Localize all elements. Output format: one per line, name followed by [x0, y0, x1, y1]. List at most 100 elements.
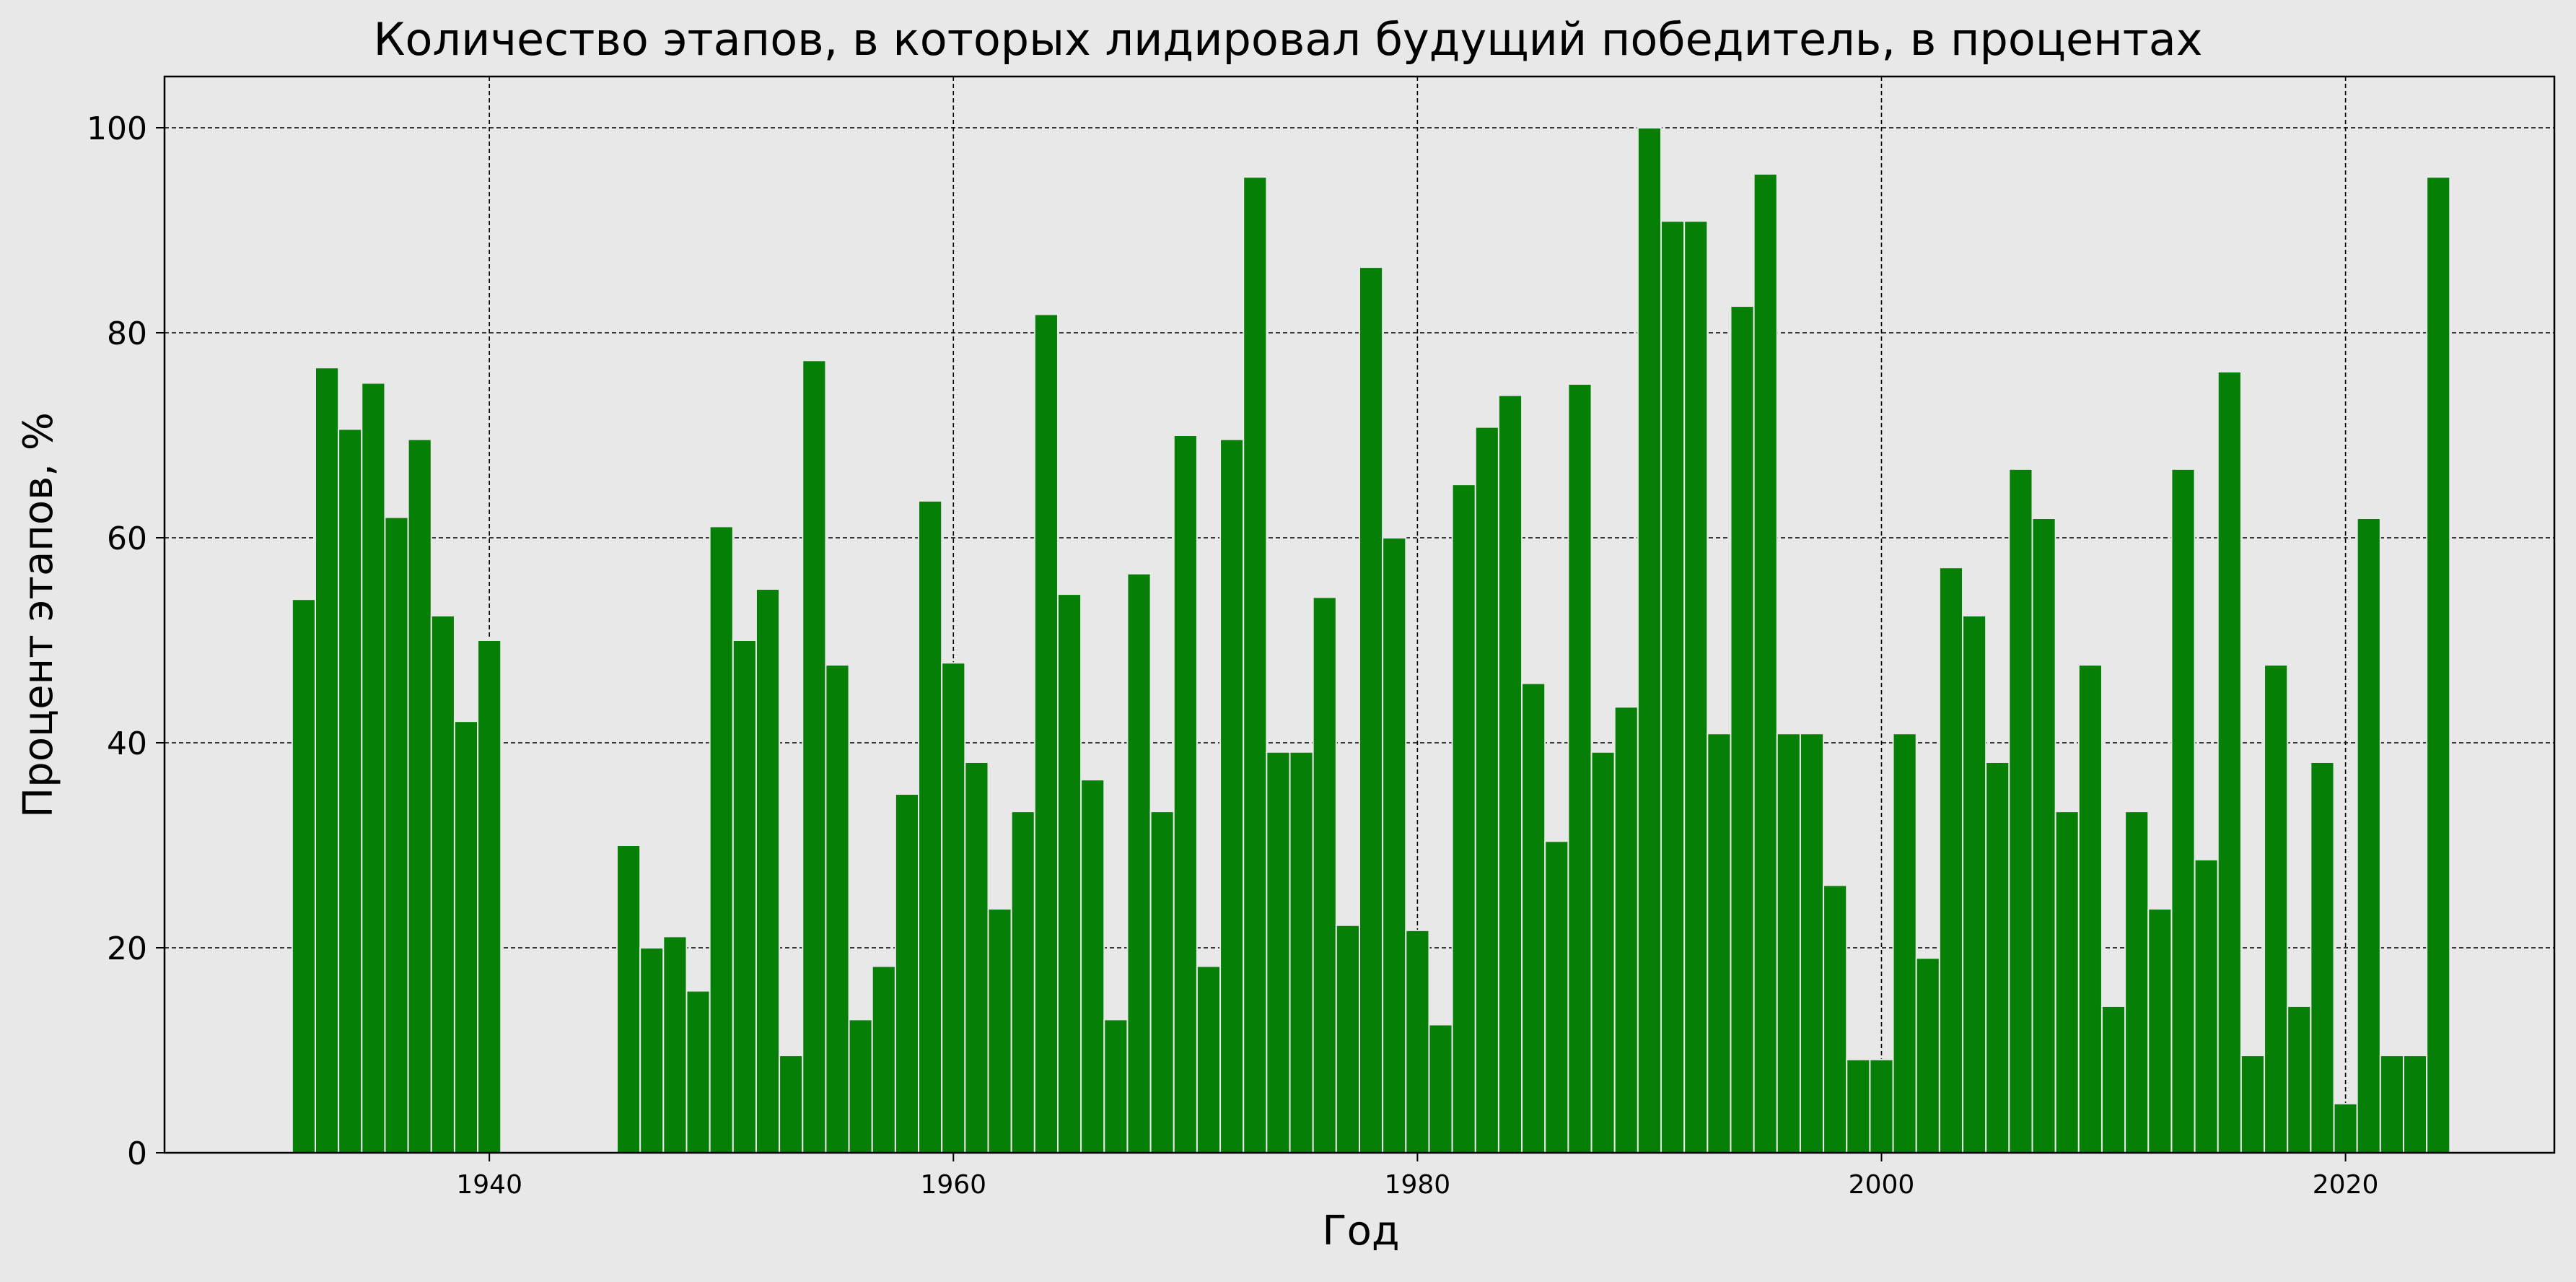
bar: [732, 640, 757, 1154]
bar: [1196, 965, 1222, 1154]
bar: [384, 516, 409, 1154]
bar: [1567, 383, 1593, 1154]
bar: [407, 438, 432, 1154]
x-tick-label: 1940: [456, 1170, 522, 1200]
bar: [1010, 811, 1035, 1154]
bar: [1173, 435, 1198, 1154]
bar: [1823, 884, 1848, 1154]
bar: [2264, 664, 2289, 1154]
bar: [2217, 370, 2242, 1154]
bar: [2100, 1005, 2126, 1154]
y-tick-label: 20: [107, 930, 147, 967]
bar: [1359, 266, 1384, 1154]
x-axis-label: Год: [1322, 1208, 1399, 1255]
bar: [1613, 706, 1639, 1154]
bar: [1149, 811, 1175, 1154]
bar: [2356, 518, 2381, 1154]
bar: [2147, 908, 2173, 1154]
plot-frame: [163, 75, 2556, 1154]
bar: [1428, 1024, 1453, 1154]
chart-title: Количество этапов, в которых лидировал б…: [373, 13, 2202, 66]
x-tick-label: 2020: [2313, 1170, 2379, 1200]
bar: [1474, 426, 1499, 1154]
bar: [1126, 572, 1152, 1154]
bar: [685, 990, 711, 1154]
bar: [1312, 596, 1337, 1154]
bar: [2194, 858, 2219, 1154]
x-tick-label: 1960: [920, 1170, 986, 1200]
bar: [616, 845, 641, 1154]
bar: [2379, 1055, 2404, 1154]
bar: [1683, 220, 1709, 1154]
y-tick-label: 60: [107, 520, 147, 557]
bar: [894, 793, 920, 1154]
bar: [1753, 173, 1778, 1154]
bar: [1938, 567, 1964, 1154]
bar: [1869, 1058, 1894, 1154]
bar: [1056, 593, 1082, 1154]
y-axis-ticks: 0 20 40 60 80 100: [87, 110, 165, 1172]
bar: [1243, 176, 1268, 1154]
bar: [987, 908, 1012, 1154]
bar: [779, 1055, 804, 1154]
x-tick-label: 2000: [1849, 1170, 1915, 1200]
bar: [848, 1019, 873, 1154]
bar: [1451, 484, 1476, 1154]
bar: [1730, 305, 1755, 1154]
bar: [802, 359, 827, 1154]
y-tick-label: 40: [107, 725, 147, 762]
bar: [1590, 751, 1616, 1154]
bar: [1660, 220, 1686, 1154]
bar: [2170, 468, 2196, 1154]
bar: [1962, 614, 1987, 1154]
bar: [1266, 751, 1291, 1154]
bar: [2008, 468, 2033, 1154]
bar: [662, 936, 688, 1154]
bar: [639, 947, 665, 1154]
x-tick-label: 1980: [1385, 1170, 1451, 1200]
bar: [1637, 127, 1662, 1154]
bar: [1289, 751, 1314, 1154]
bar: [2240, 1055, 2266, 1154]
bar: [1103, 1019, 1129, 1154]
bar: [871, 965, 896, 1154]
bar: [1521, 682, 1546, 1154]
bar: [1776, 733, 1801, 1154]
y-tick-label: 100: [87, 110, 147, 147]
bar: [2310, 761, 2335, 1154]
bar: [1382, 537, 1407, 1154]
bar: [430, 614, 455, 1154]
bar: [1219, 438, 1245, 1154]
bar: [2402, 1055, 2428, 1154]
bar: [1033, 313, 1059, 1154]
bar: [2124, 811, 2150, 1154]
bar: [1846, 1058, 1871, 1154]
bar: [1497, 394, 1523, 1154]
bar: [2077, 664, 2103, 1154]
bar: [1892, 733, 1917, 1154]
bar: [2054, 811, 2080, 1154]
y-axis-label: Процент этапов, %: [15, 412, 62, 818]
y-tick-label: 80: [107, 315, 147, 352]
bar: [453, 720, 479, 1154]
bar: [338, 428, 363, 1154]
bar: [1799, 733, 1825, 1154]
bar: [964, 761, 989, 1154]
bar: [477, 640, 502, 1154]
bar: [1707, 733, 1732, 1154]
bar: [918, 500, 943, 1154]
bar: [2426, 176, 2451, 1154]
bar: [2333, 1102, 2358, 1154]
bar: [1915, 957, 1940, 1154]
bar: [709, 526, 734, 1154]
bar: [361, 382, 386, 1154]
y-tick-label: 0: [127, 1135, 147, 1172]
bar: [1544, 840, 1569, 1154]
bar: [2287, 1005, 2312, 1154]
bar: [291, 598, 317, 1154]
bar: [825, 664, 850, 1154]
bar: [1335, 924, 1360, 1154]
bar: [1080, 779, 1105, 1154]
